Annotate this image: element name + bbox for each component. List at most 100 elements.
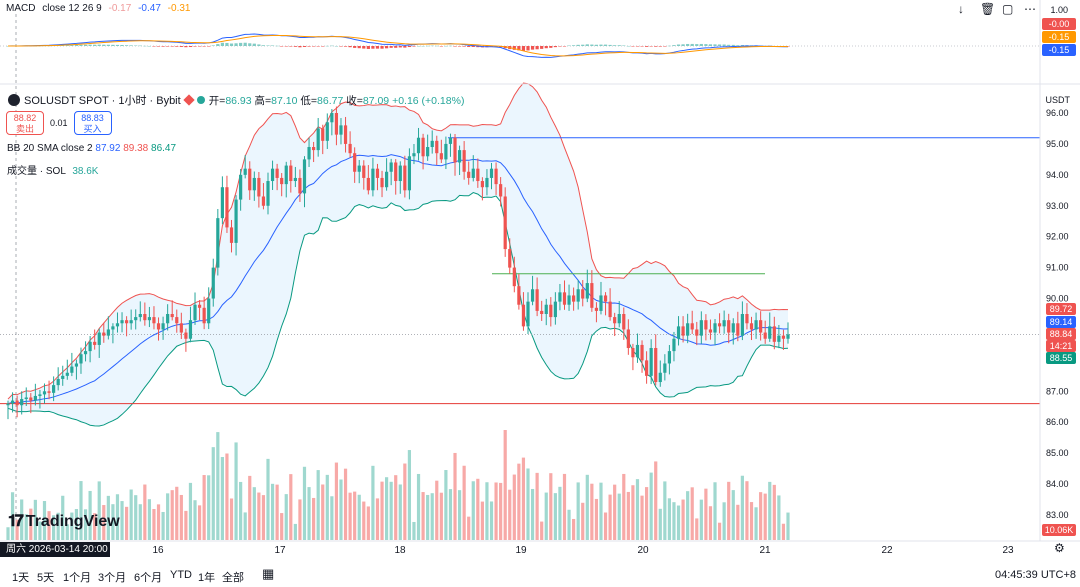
volume-bar	[188, 482, 193, 540]
arrow-down-icon[interactable]: ↓	[958, 2, 964, 16]
candle	[88, 336, 92, 363]
volume-bar	[768, 481, 772, 540]
candle	[380, 170, 384, 198]
macd-tag-1: -0.00	[1042, 18, 1076, 30]
macd-histogram-bar	[562, 46, 567, 47]
candle	[6, 400, 10, 420]
tradingview-logo-icon: 𝟏𝟕	[8, 513, 24, 530]
candle-body	[257, 177, 261, 197]
flag-icon[interactable]	[183, 94, 195, 106]
macd-histogram-bar	[252, 43, 256, 46]
price-axis-tag: 89.14	[1046, 316, 1076, 328]
bollinger-basis-line	[7, 154, 789, 405]
candle-body	[672, 338, 676, 352]
volume-bar	[115, 494, 120, 540]
symbol-legend[interactable]: SOLUSDT SPOT · 1小时 · Bybit 开=86.93 高=87.…	[8, 92, 464, 108]
price-currency[interactable]: USDT	[1045, 95, 1071, 105]
macd-histogram-bar	[421, 45, 425, 47]
volume-bar	[83, 509, 88, 540]
candle-body	[517, 286, 521, 305]
candle-body	[572, 295, 576, 302]
period-button[interactable]: 全部	[222, 572, 244, 584]
candle-body	[508, 249, 512, 268]
volume-bar	[170, 490, 174, 540]
candle	[686, 313, 690, 344]
candle-body	[138, 314, 142, 318]
macd-histogram-bar	[448, 45, 453, 47]
macd-legend[interactable]: MACD close 12 26 9 -0.17 -0.47 -0.31	[6, 3, 194, 14]
candle	[79, 347, 83, 374]
period-button[interactable]: 3个月	[98, 572, 127, 584]
maximize-icon[interactable]: ▢	[1002, 2, 1014, 16]
candle-body	[617, 314, 621, 324]
candle	[83, 341, 88, 362]
macd-histogram-bar	[654, 46, 658, 47]
calendar-icon[interactable]: ▦	[262, 566, 275, 581]
volume-bar	[667, 498, 672, 540]
volume-legend[interactable]: 成交量 · SOL 38.6K	[7, 162, 98, 177]
candle	[631, 343, 635, 371]
volume-bar	[416, 473, 421, 540]
candle	[339, 118, 343, 145]
macd-histogram-bar	[467, 46, 471, 47]
spread-value: 0.01	[50, 118, 68, 128]
candle	[585, 269, 589, 303]
macd-histogram-bar	[740, 45, 744, 46]
bb-legend[interactable]: BB 20 SMA close 2 87.92 89.38 86.47	[7, 143, 176, 154]
bollinger-upper-line	[7, 82, 789, 400]
macd-histogram-bar	[234, 43, 238, 46]
volume-bar	[375, 498, 380, 540]
volume-bar	[736, 504, 740, 540]
candle-body	[562, 292, 567, 305]
settings-icon[interactable]: ⚙	[1054, 541, 1065, 555]
trash-icon[interactable]: 🗑	[980, 2, 996, 16]
period-button[interactable]: YTD	[170, 569, 192, 581]
candle-body	[284, 165, 288, 185]
volume-bar	[476, 478, 480, 540]
buy-button[interactable]: 88.83 买入	[73, 111, 112, 135]
macd-histogram-bar	[398, 46, 402, 48]
candle-body	[599, 295, 603, 311]
period-button[interactable]: 1个月	[63, 572, 92, 584]
candle	[745, 303, 749, 330]
period-button[interactable]: 1天	[12, 572, 30, 584]
time-tick-label: 22	[881, 545, 893, 556]
volume-bar	[553, 493, 557, 540]
macd-histogram-bar	[70, 45, 74, 46]
macd-histogram-bar	[343, 46, 348, 47]
volume-bar	[88, 490, 92, 540]
candle-body	[15, 400, 19, 406]
candle	[280, 173, 284, 197]
period-button[interactable]: 6个月	[134, 572, 163, 584]
buy-price: 88.83	[81, 113, 104, 123]
period-button[interactable]: 1年	[198, 572, 216, 584]
volume-bar	[61, 495, 65, 540]
price-tick-label: 94.00	[1046, 170, 1069, 180]
macd-histogram-bar	[745, 45, 749, 46]
candle-body	[407, 156, 412, 191]
sell-button[interactable]: 88.82 卖出	[6, 111, 44, 135]
macd-histogram-bar	[476, 46, 480, 48]
volume-bar	[444, 470, 448, 540]
macd-histogram-bar	[348, 46, 352, 48]
more-icon[interactable]: ⋯	[1024, 2, 1036, 16]
macd-histogram-bar	[526, 46, 530, 51]
macd-histogram-bar	[608, 44, 612, 46]
candle-body	[270, 168, 275, 182]
candle-body	[384, 171, 389, 188]
macd-histogram-bar	[704, 44, 708, 46]
macd-histogram-bar	[553, 46, 557, 48]
volume-bar	[471, 481, 475, 540]
candle-body	[603, 295, 608, 302]
volume-bar	[772, 484, 776, 540]
volume-bar	[293, 523, 297, 540]
candle	[261, 183, 266, 210]
macd-histogram-bar	[375, 46, 380, 49]
macd-histogram-bar	[74, 44, 79, 46]
clock[interactable]: 04:45:39 UTC+8	[994, 569, 1076, 581]
tradingview-logo[interactable]: 𝟏𝟕 TradingView	[8, 513, 120, 531]
candle-body	[147, 317, 152, 321]
candle	[622, 307, 626, 340]
period-button[interactable]: 5天	[37, 572, 55, 584]
